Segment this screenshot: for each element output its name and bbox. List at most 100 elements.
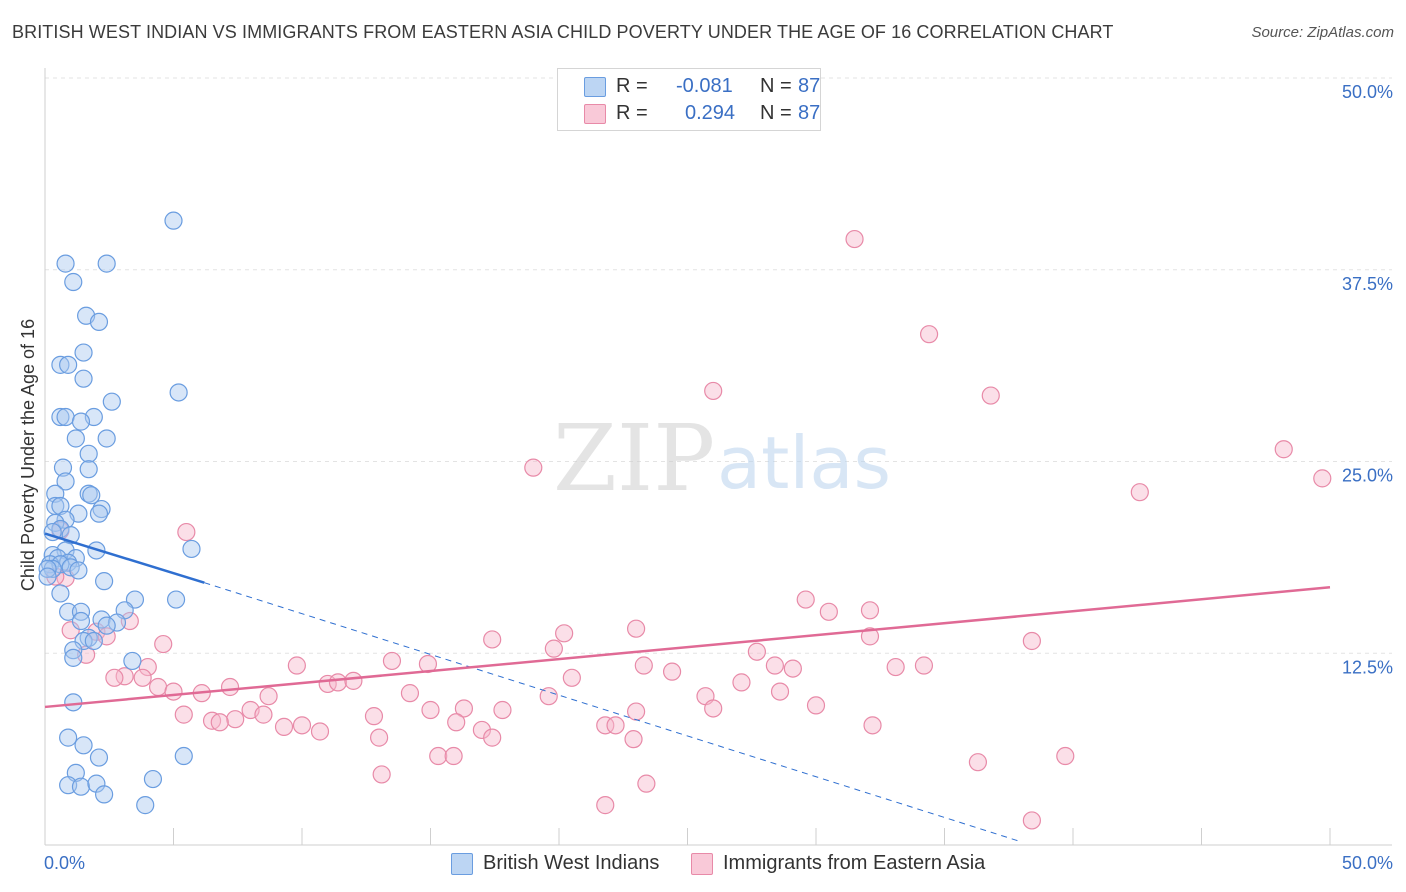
point-immigrants-eastern-asia	[704, 381, 723, 401]
point-immigrants-eastern-asia	[747, 642, 766, 661]
y-axis-label: Child Poverty Under the Age of 16	[18, 319, 38, 591]
point-immigrants-eastern-asia	[1313, 469, 1332, 488]
legend-n-value-1: 87	[798, 75, 821, 97]
point-immigrants-eastern-asia	[372, 765, 391, 784]
axes	[44, 68, 1392, 846]
point-british-west-indians	[143, 769, 163, 789]
point-british-west-indians	[51, 584, 70, 603]
point-british-west-indians	[89, 312, 109, 332]
point-immigrants-eastern-asia	[626, 619, 646, 638]
point-immigrants-eastern-asia	[524, 458, 543, 477]
point-immigrants-eastern-asia	[562, 668, 581, 687]
bottom-legend-label-1: British West Indians	[483, 852, 660, 874]
point-immigrants-eastern-asia	[806, 696, 826, 715]
point-british-west-indians	[56, 407, 75, 427]
point-immigrants-eastern-asia	[819, 602, 838, 621]
point-immigrants-eastern-asia	[886, 657, 905, 677]
point-british-west-indians	[169, 383, 188, 402]
point-immigrants-eastern-asia	[483, 630, 502, 649]
point-immigrants-eastern-asia	[133, 668, 152, 687]
point-immigrants-eastern-asia	[310, 722, 330, 741]
trend-line-british-west-indians	[44, 532, 205, 584]
point-british-west-indians	[71, 777, 91, 796]
point-immigrants-eastern-asia	[254, 705, 273, 724]
point-immigrants-eastern-asia	[493, 700, 512, 720]
series-immigrants-eastern-asia-points	[46, 229, 1332, 830]
point-immigrants-eastern-asia	[259, 687, 278, 706]
point-british-west-indians	[89, 748, 109, 767]
tick-labels: 12.5% 25.0% 37.5% 50.0% 0.0% 50.0%	[44, 82, 1393, 873]
point-immigrants-eastern-asia	[164, 682, 183, 701]
point-british-west-indians	[64, 641, 83, 660]
point-immigrants-eastern-asia	[483, 728, 502, 747]
point-immigrants-eastern-asia	[138, 657, 157, 677]
bottom-legend-label-2: Immigrants from Eastern Asia	[723, 852, 986, 874]
point-immigrants-eastern-asia	[704, 699, 723, 718]
point-british-west-indians	[136, 796, 155, 815]
point-immigrants-eastern-asia	[860, 601, 880, 620]
point-british-west-indians	[79, 460, 98, 479]
point-immigrants-eastern-asia	[454, 699, 474, 718]
point-immigrants-eastern-asia	[555, 624, 574, 643]
y-tick-label: 12.5%	[1342, 657, 1393, 677]
point-british-west-indians	[71, 412, 91, 431]
series-british-west-indians-points	[38, 211, 201, 815]
point-british-west-indians	[56, 254, 75, 273]
point-british-west-indians	[123, 651, 142, 671]
point-immigrants-eastern-asia	[596, 716, 615, 735]
point-immigrants-eastern-asia	[105, 668, 124, 687]
point-immigrants-eastern-asia	[174, 705, 193, 724]
legend-n-label: N =	[760, 102, 792, 124]
legend-r-label: R =	[616, 75, 648, 97]
point-immigrants-eastern-asia	[472, 720, 491, 740]
point-british-west-indians	[51, 496, 70, 516]
point-immigrants-eastern-asia	[274, 717, 294, 736]
legend-swatch-pink	[584, 104, 606, 124]
point-british-west-indians	[38, 559, 57, 578]
point-immigrants-eastern-asia	[1274, 440, 1293, 459]
point-immigrants-eastern-asia	[1056, 746, 1075, 766]
point-immigrants-eastern-asia	[328, 673, 348, 692]
point-immigrants-eastern-asia	[421, 700, 440, 720]
point-british-west-indians	[59, 602, 78, 621]
point-british-west-indians	[59, 728, 78, 747]
point-immigrants-eastern-asia	[292, 716, 312, 735]
point-british-west-indians	[174, 746, 193, 766]
point-british-west-indians	[74, 736, 93, 755]
point-british-west-indians	[64, 648, 83, 667]
point-british-west-indians	[89, 504, 109, 523]
point-british-west-indians	[95, 572, 114, 591]
point-immigrants-eastern-asia	[154, 634, 173, 654]
point-immigrants-eastern-asia	[444, 746, 463, 766]
watermark-atlas: atlas	[717, 421, 891, 505]
point-british-west-indians	[82, 486, 101, 505]
legend-n-value-2: 87	[798, 102, 821, 124]
bottom-legend-swatch-blue	[451, 853, 473, 875]
point-immigrants-eastern-asia	[400, 684, 420, 703]
point-immigrants-eastern-asia	[539, 687, 558, 706]
point-immigrants-eastern-asia	[770, 682, 790, 701]
point-british-west-indians	[166, 590, 186, 609]
point-british-west-indians	[74, 631, 93, 651]
point-british-west-indians	[64, 272, 83, 292]
point-immigrants-eastern-asia	[1022, 631, 1041, 651]
legend-n-label: N =	[760, 75, 792, 97]
point-immigrants-eastern-asia	[626, 702, 646, 721]
point-immigrants-eastern-asia	[382, 651, 402, 671]
point-british-west-indians	[56, 472, 75, 491]
point-immigrants-eastern-asia	[287, 656, 306, 675]
x-tick-label: 50.0%	[1342, 853, 1393, 873]
point-british-west-indians	[84, 631, 103, 651]
legend-r-value-1: -0.081	[676, 75, 733, 97]
point-british-west-indians	[53, 458, 73, 477]
point-immigrants-eastern-asia	[596, 796, 615, 815]
y-tick-label: 37.5%	[1342, 274, 1393, 294]
point-immigrants-eastern-asia	[606, 716, 625, 735]
source-label: Source: ZipAtlas.com	[1251, 24, 1394, 41]
point-british-west-indians	[51, 355, 70, 374]
point-british-west-indians	[69, 561, 88, 580]
x-tick-label: 0.0%	[44, 853, 85, 873]
point-immigrants-eastern-asia	[863, 716, 882, 735]
point-british-west-indians	[95, 785, 114, 804]
point-immigrants-eastern-asia	[202, 711, 222, 730]
